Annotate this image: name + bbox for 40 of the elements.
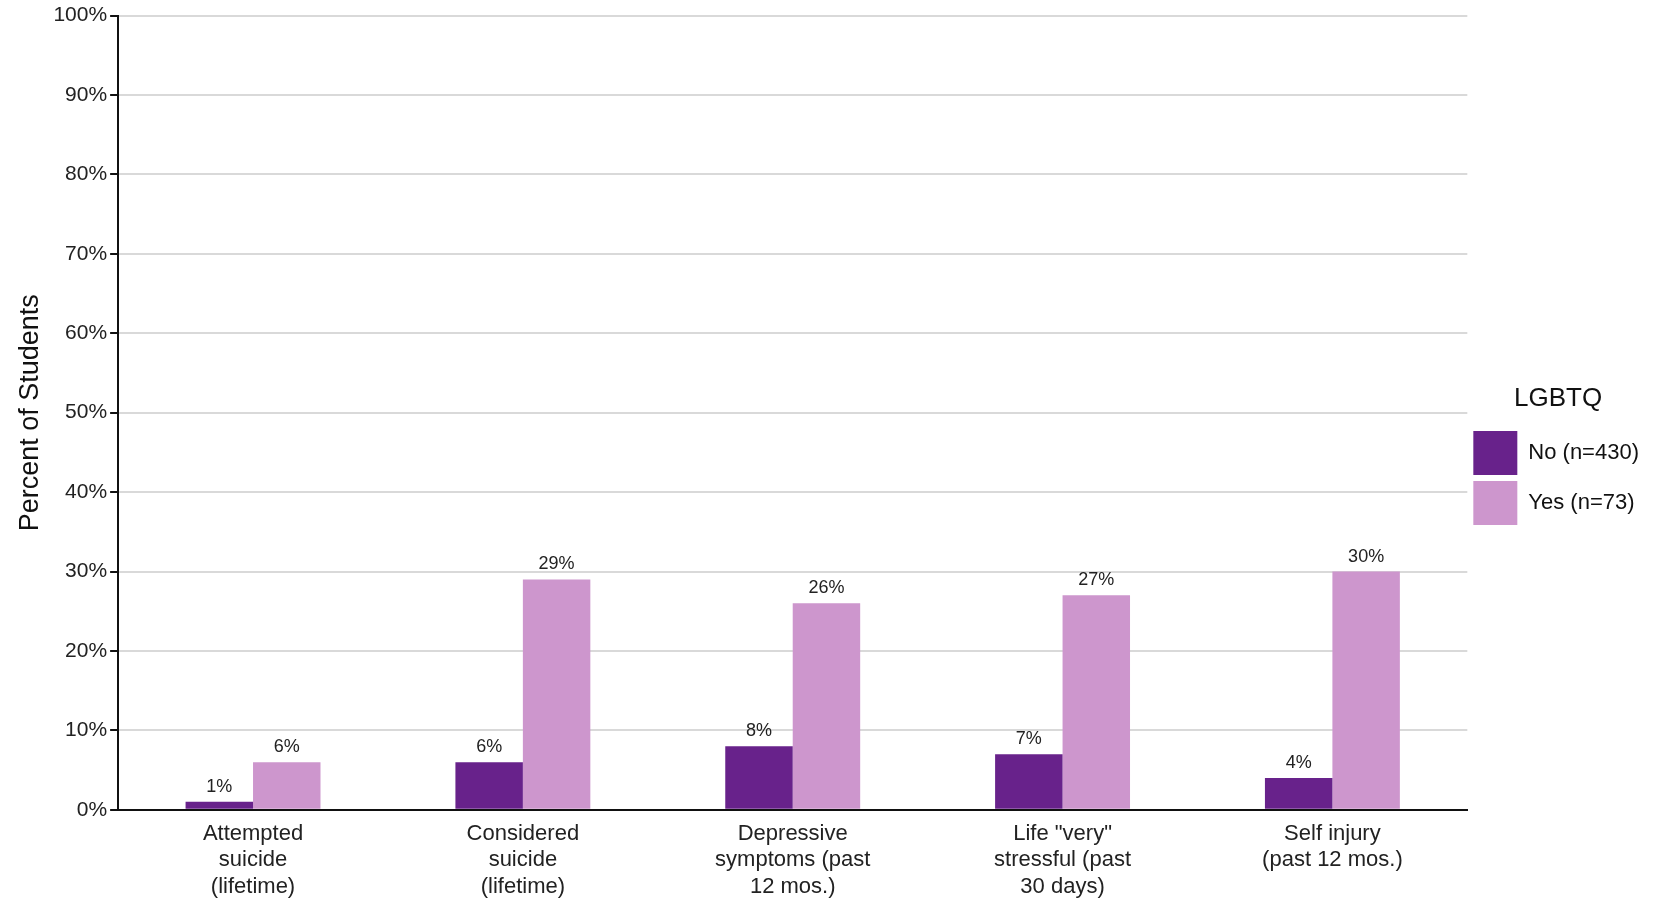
bar: [455, 762, 523, 809]
bar: [253, 762, 321, 809]
data-label: 8%: [745, 720, 772, 741]
data-label: 27%: [1078, 569, 1115, 590]
y-tick-label: 40%: [65, 478, 108, 502]
x-tick-label: Attempted suicide (lifetime): [202, 820, 304, 898]
y-axis-title: Percent of Students: [13, 294, 44, 532]
data-label: 6%: [476, 736, 503, 757]
y-tick-label: 50%: [65, 399, 108, 423]
data-label: 30%: [1348, 545, 1385, 566]
data-label: 4%: [1285, 752, 1312, 772]
bar: [185, 801, 254, 809]
bar: [1062, 595, 1131, 809]
bar: [522, 579, 591, 809]
data-label: 6%: [273, 736, 300, 757]
bar: [1332, 571, 1400, 809]
data-label: 29%: [538, 553, 575, 574]
data-label: 26%: [808, 577, 845, 598]
y-tick-label: 100%: [53, 2, 108, 26]
y-tick-label: 90%: [65, 81, 108, 105]
y-tick-label: 70%: [65, 240, 108, 264]
x-tick-label: Depressive symptoms (past 12 mos.): [715, 820, 871, 898]
bar: [1264, 778, 1333, 809]
y-tick-label: 80%: [65, 161, 108, 185]
data-label: 7%: [1015, 728, 1042, 749]
x-tick-label: Life "very" stressful (past 30 days): [994, 820, 1132, 898]
bar: [995, 754, 1063, 809]
bar: [792, 603, 861, 809]
y-tick-label: 10%: [65, 717, 108, 741]
x-tick-label: Considered suicide (lifetime): [466, 820, 580, 898]
x-tick-label: Self injury (past 12 mos.): [1262, 820, 1403, 872]
y-tick-label: 20%: [65, 637, 108, 661]
data-label: 1%: [206, 775, 233, 796]
legend-title: LGBTQ: [1514, 382, 1603, 413]
y-tick-label: 30%: [65, 558, 108, 582]
y-tick-label: 0%: [76, 796, 108, 820]
legend-label: Yes (n=73): [1528, 489, 1635, 515]
legend-label: No (n=430): [1528, 439, 1640, 465]
bar: [725, 746, 793, 809]
y-tick-label: 60%: [65, 320, 108, 344]
